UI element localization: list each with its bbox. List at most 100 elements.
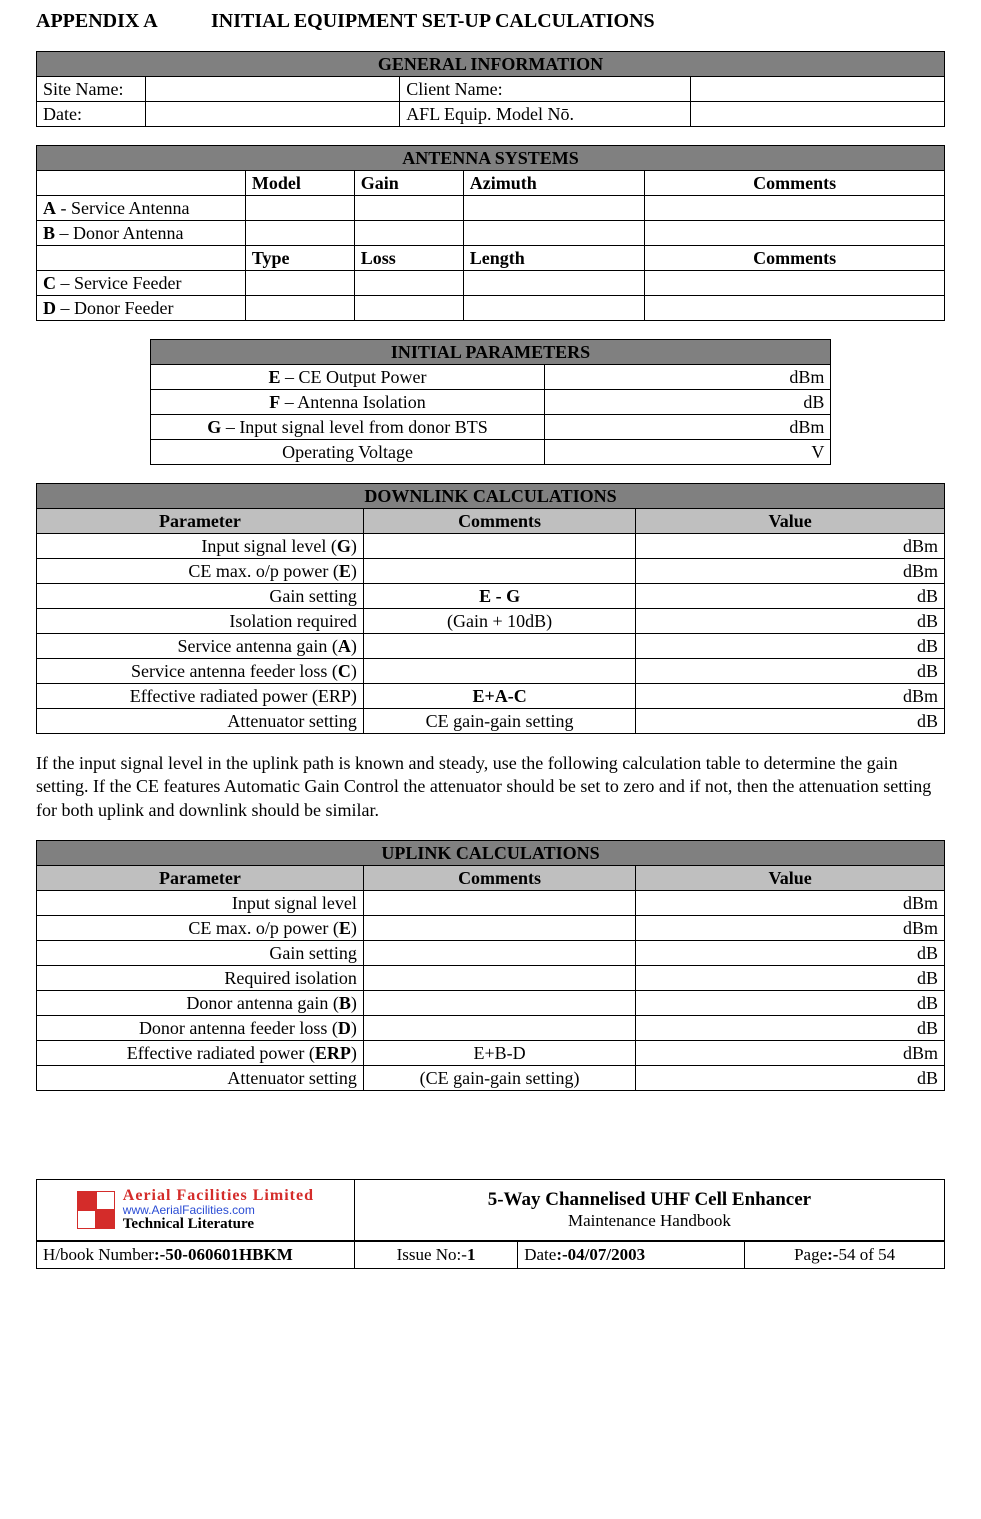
table-row: CE max. o/p power (E)dBm [37, 559, 945, 584]
table-row: Donor antenna gain (B)dB [37, 991, 945, 1016]
ul-param: Gain setting [37, 941, 364, 966]
table-row: Attenuator settingCE gain-gain settingdB [37, 709, 945, 734]
table-row: Input signal level dBm [37, 891, 945, 916]
antenna-hdr-gain: Gain [354, 171, 463, 196]
table-row: G – Input signal level from donor BTS dB… [150, 415, 831, 440]
company-logo-text: Aerial Facilities Limited www.AerialFaci… [123, 1188, 314, 1233]
table-row: C – Service Feeder [37, 271, 945, 296]
dl-comment: CE gain-gain setting [363, 709, 635, 734]
uplink-title: UPLINK CALCULATIONS [37, 841, 945, 866]
dl-value: dB [636, 584, 945, 609]
ul-param: Donor antenna feeder loss (D) [37, 1016, 364, 1041]
ul-value: dBm [636, 891, 945, 916]
dl-value: dB [636, 609, 945, 634]
initial-value: dB [545, 390, 831, 415]
antenna-row-a: A - Service Antenna [37, 196, 246, 221]
table-row: CE max. o/p power (E) dBm [37, 916, 945, 941]
ul-value: dBm [636, 1041, 945, 1066]
appendix-label: APPENDIX A [36, 10, 206, 33]
footer-doc-sub: Maintenance Handbook [361, 1211, 938, 1231]
gi-model-label: AFL Equip. Model Nō. [400, 102, 691, 127]
antenna-hdr-type: Type [245, 246, 354, 271]
table-row: A - Service Antenna [37, 196, 945, 221]
dl-value: dBm [636, 684, 945, 709]
table-row: B – Donor Antenna [37, 221, 945, 246]
footer-hbook: H/book Number:-50-060601HBKM [37, 1242, 355, 1269]
ul-comment [363, 891, 635, 916]
table-row: Donor antenna feeder loss (D)dB [37, 1016, 945, 1041]
ul-comment [363, 916, 635, 941]
footer-logo-cell: Aerial Facilities Limited www.AerialFaci… [37, 1180, 355, 1241]
table-row: Type Loss Length Comments [37, 246, 945, 271]
page-footer: Aerial Facilities Limited www.AerialFaci… [0, 1179, 981, 1279]
antenna-title: ANTENNA SYSTEMS [37, 146, 945, 171]
body-paragraph: If the input signal level in the uplink … [36, 752, 945, 822]
dl-param: Service antenna feeder loss (C) [37, 659, 364, 684]
ul-comment [363, 966, 635, 991]
antenna-hdr-length: Length [463, 246, 645, 271]
ul-value: dB [636, 966, 945, 991]
ul-comment [363, 941, 635, 966]
dl-comment: (Gain + 10dB) [363, 609, 635, 634]
ul-value: dB [636, 1066, 945, 1091]
footer-date: Date:-04/07/2003 [518, 1242, 745, 1269]
table-row: Gain setting dB [37, 941, 945, 966]
uplink-table: UPLINK CALCULATIONS Parameter Comments V… [36, 840, 945, 1091]
footer-page: Page:-54 of 54 [745, 1242, 945, 1269]
dl-hdr-comments: Comments [363, 509, 635, 534]
table-row: Effective radiated power (ERP)E+A-CdBm [37, 684, 945, 709]
antenna-hdr-model: Model [245, 171, 354, 196]
downlink-table: DOWNLINK CALCULATIONS Parameter Comments… [36, 483, 945, 734]
dl-hdr-value: Value [636, 509, 945, 534]
dl-value: dBm [636, 534, 945, 559]
initial-param: Operating Voltage [150, 440, 545, 465]
dl-param: Service antenna gain (A) [37, 634, 364, 659]
dl-param: Isolation required [37, 609, 364, 634]
initial-value: dBm [545, 415, 831, 440]
antenna-systems-table: ANTENNA SYSTEMS Model Gain Azimuth Comme… [36, 145, 945, 321]
table-row: Effective radiated power (ERP)E+B-DdBm [37, 1041, 945, 1066]
initial-value: dBm [545, 365, 831, 390]
footer-doc-title-cell: 5-Way Channelised UHF Cell Enhancer Main… [354, 1180, 944, 1241]
dl-comment [363, 534, 635, 559]
table-row: Gain settingE - GdB [37, 584, 945, 609]
table-row: E – CE Output Power dBm [150, 365, 831, 390]
ul-comment: (CE gain-gain setting) [363, 1066, 635, 1091]
logo-dept: Technical Literature [123, 1217, 314, 1233]
dl-param: Attenuator setting [37, 709, 364, 734]
ul-param: Effective radiated power (ERP) [37, 1041, 364, 1066]
gi-model-value [690, 102, 944, 127]
table-row: Model Gain Azimuth Comments [37, 171, 945, 196]
ul-param: Attenuator setting [37, 1066, 364, 1091]
dl-param: Input signal level (G) [37, 534, 364, 559]
dl-comment [363, 659, 635, 684]
ul-value: dBm [636, 916, 945, 941]
gi-client-label: Client Name: [400, 77, 691, 102]
gi-site-label: Site Name: [37, 77, 146, 102]
ul-param: CE max. o/p power (E) [37, 916, 364, 941]
ul-hdr-value: Value [636, 866, 945, 891]
dl-comment: E+A-C [363, 684, 635, 709]
ul-param: Input signal level [37, 891, 364, 916]
ul-value: dB [636, 941, 945, 966]
ul-comment: E+B-D [363, 1041, 635, 1066]
table-row: Required isolation dB [37, 966, 945, 991]
dl-hdr-param: Parameter [37, 509, 364, 534]
ul-param: Donor antenna gain (B) [37, 991, 364, 1016]
footer-bot-table: H/book Number:-50-060601HBKM Issue No:-1… [36, 1241, 945, 1269]
gi-site-value [145, 77, 399, 102]
table-row: Date: AFL Equip. Model Nō. [37, 102, 945, 127]
initial-title: INITIAL PARAMETERS [150, 340, 831, 365]
antenna-hdr-loss: Loss [354, 246, 463, 271]
table-row: Input signal level (G) dBm [37, 534, 945, 559]
page-title: INITIAL EQUIPMENT SET-UP CALCULATIONS [211, 10, 655, 32]
dl-comment: E - G [363, 584, 635, 609]
dl-value: dBm [636, 559, 945, 584]
table-row: Service antenna feeder loss (C)dB [37, 659, 945, 684]
gi-date-label: Date: [37, 102, 146, 127]
antenna-hdr-comments: Comments [645, 171, 945, 196]
antenna-row-b: B – Donor Antenna [37, 221, 246, 246]
ul-param: Required isolation [37, 966, 364, 991]
table-row: Site Name: Client Name: [37, 77, 945, 102]
ul-comment [363, 1016, 635, 1041]
